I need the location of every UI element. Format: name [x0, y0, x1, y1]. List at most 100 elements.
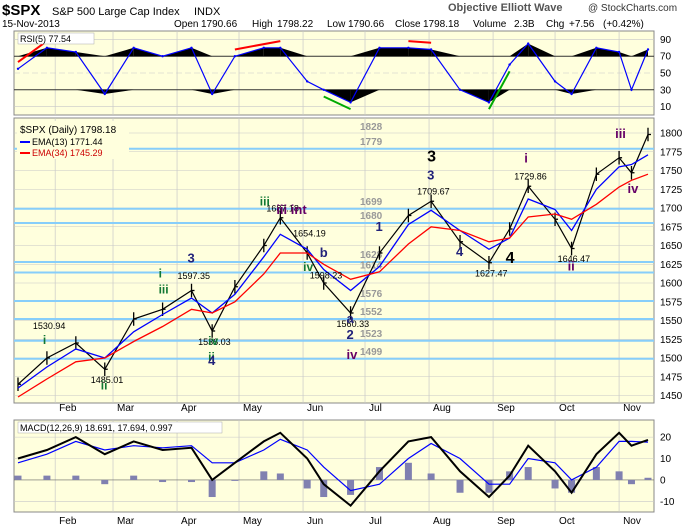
macd-histogram-bar: [615, 471, 623, 480]
price-tick-label: 1500: [660, 354, 683, 365]
rsi-point: [103, 92, 106, 96]
axis-labels: Feb Feb Mar Mar Apr Apr May May Jun Jun Jul Jul Aug A…: [59, 35, 683, 527]
high-value: 1798.22: [277, 19, 314, 30]
rsi-point: [553, 80, 557, 83]
wave-label: iii: [159, 282, 169, 296]
rsi-oversold-fill: [191, 89, 213, 94]
level-label: 1779: [360, 137, 383, 148]
macd-histogram-bar: [260, 471, 268, 480]
rsi-legend-text: RSI(5) 77.54: [20, 34, 71, 44]
rsi-overbought-fill: [619, 52, 632, 57]
macd-histogram-bar: [231, 479, 239, 481]
macd-histogram-bar: [101, 479, 109, 485]
rsi-oversold-fill: [571, 89, 597, 94]
macd-histogram-bar: [485, 479, 493, 493]
price-annotation: 1729.86: [514, 172, 547, 182]
wave-label: ii: [101, 378, 108, 392]
wave-label: 1: [375, 219, 382, 234]
rsi-overbought-fill: [75, 52, 105, 57]
level-label: 1614: [360, 261, 383, 272]
price-annotation: 1536.03: [198, 337, 231, 347]
level-label: 1628: [360, 250, 383, 261]
close-value: 1798.18: [423, 19, 460, 30]
low-label: Low: [327, 19, 346, 30]
rsi-point: [429, 48, 433, 51]
rsi-point: [570, 92, 573, 96]
wave-label: i: [159, 266, 162, 280]
rsi-oversold-fill: [75, 89, 105, 94]
rsi-point: [322, 88, 325, 92]
price-annotation: 1627.47: [475, 268, 508, 278]
wave-label: 4: [456, 244, 464, 259]
rsi-point: [595, 46, 598, 49]
chart-header: $SPX S&P 500 Large Cap Index INDX Object…: [2, 2, 677, 30]
price-tick-label: 1625: [660, 260, 683, 271]
x-tick-label: May: [243, 516, 262, 527]
x-tick-label: Jul: [369, 516, 382, 527]
macd-histogram-bar: [456, 479, 464, 493]
chg-pct-value: (+0.42%): [603, 19, 644, 30]
price-annotation: 1597.35: [178, 271, 211, 281]
rsi-point: [262, 46, 266, 49]
price-tick-label: 1575: [660, 297, 683, 308]
wave-label: a: [347, 311, 355, 326]
rsi-overbought-fill: [408, 47, 432, 57]
level-label: 1576: [360, 289, 383, 300]
rsi-point: [630, 88, 633, 92]
ema-lines: [17, 154, 649, 398]
high-label: High: [252, 19, 273, 30]
ohlc-readout: Open 1790.66 High 1798.22 Low 1790.66 Cl…: [174, 19, 644, 30]
wave-label: 4: [506, 250, 515, 267]
macd-histogram-bar: [188, 479, 196, 483]
macd-legend-text: MACD(12,26,9) 18.691, 17.694, 0.997: [20, 423, 173, 433]
macd-tick-label: 10: [660, 454, 672, 465]
rsi-divergence-line: [17, 40, 48, 63]
level-label: 1828: [360, 122, 383, 133]
rsi-divergence-line: [488, 70, 511, 110]
rsi-point: [210, 92, 214, 96]
price-tick-label: 1550: [660, 316, 683, 327]
level-label: 1552: [360, 307, 383, 318]
level-label: 1699: [360, 197, 383, 208]
price-legend: $SPX (Daily) 1798.18 EMA(13) 1771.44 EMA…: [17, 121, 129, 159]
macd-histogram-bar: [276, 473, 284, 480]
wave-label: b: [320, 245, 328, 260]
rsi-oversold-fill: [212, 89, 235, 94]
level-label: 1680: [360, 211, 383, 222]
x-tick-label: Apr: [181, 516, 197, 527]
author-label: Objective Elliott Wave: [448, 2, 563, 14]
rsi-point: [458, 88, 462, 92]
x-tick-label: Jun: [307, 403, 323, 414]
wave-label: i: [43, 333, 46, 347]
volume-value: 2.3B: [514, 19, 535, 30]
rsi-point: [190, 46, 193, 49]
rsi-overbought-fill: [104, 47, 134, 57]
macd-histogram-bar: [375, 467, 383, 480]
rsi-tick-label: 70: [660, 52, 672, 63]
rsi-legend: RSI(5) 77.54: [17, 32, 95, 45]
price-tick-label: 1675: [660, 222, 683, 233]
chg-value: +7.56: [569, 19, 595, 30]
rsi-oversold-fill: [350, 89, 380, 103]
wave-label: 3: [427, 167, 434, 182]
macd-histogram-bar: [14, 475, 22, 480]
rsi-oversold-fill: [104, 89, 134, 94]
rsi-overbought-fill: [46, 47, 76, 57]
price-tick-label: 1600: [660, 279, 683, 290]
x-tick-label: Jun: [307, 516, 323, 527]
rsi-overbought-fill: [280, 47, 308, 57]
rsi-overbought-fill: [18, 47, 47, 57]
rsi-divergence-line: [408, 40, 432, 44]
macd-tick-label: 20: [660, 433, 672, 444]
rsi-point: [279, 46, 282, 49]
wave-label: iii: [615, 126, 626, 141]
rsi-overbought-fill: [263, 47, 281, 57]
macd-histogram-bar: [347, 479, 355, 495]
rsi-point: [508, 63, 511, 66]
rsi-series: [16, 40, 650, 111]
macd-legend: MACD(12,26,9) 18.691, 17.694, 0.997: [17, 421, 223, 434]
open-label: Open: [174, 19, 198, 30]
exchange-label: INDX: [194, 6, 221, 18]
level-label: 1499: [360, 347, 383, 358]
